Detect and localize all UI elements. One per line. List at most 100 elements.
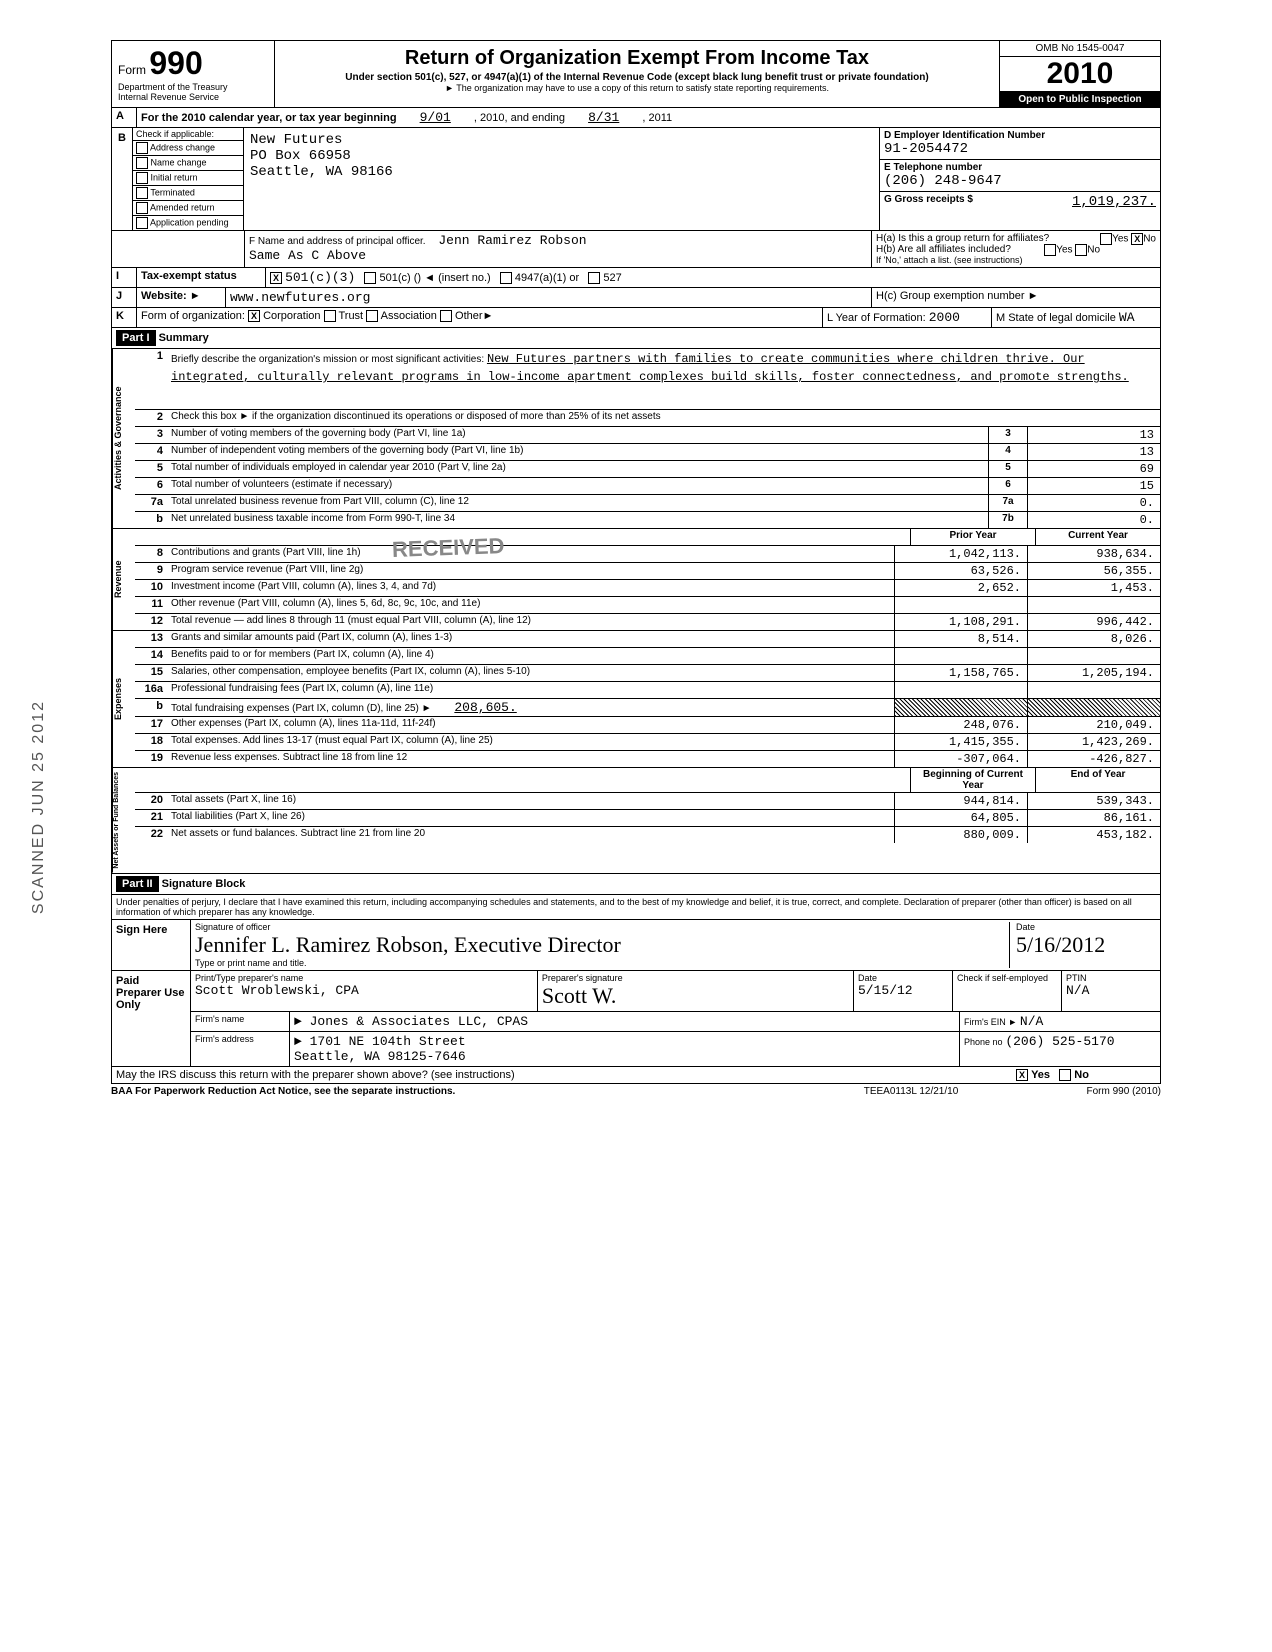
checkbox-501c3[interactable]: X — [270, 272, 282, 284]
prep-date-label: Date — [858, 973, 948, 983]
hb-no: No — [1087, 245, 1100, 256]
527-label: 527 — [603, 272, 621, 284]
firm-name-label: Firm's name — [191, 1012, 290, 1031]
cy-8: 938,634. — [1027, 546, 1160, 562]
cy-13: 8,026. — [1027, 631, 1160, 647]
line-a-prefix: For the 2010 calendar year, or tax year … — [141, 112, 397, 124]
line-k-letter: K — [112, 308, 137, 327]
line-12-num: 12 — [135, 614, 167, 630]
py-9: 63,526. — [894, 563, 1027, 579]
line-1-num: 1 — [135, 349, 167, 409]
ptin-label: PTIN — [1066, 973, 1156, 983]
line-20-num: 20 — [135, 793, 167, 809]
val-7b: 0. — [1027, 512, 1160, 528]
h-note: If 'No,' attach a list. (see instruction… — [876, 255, 1156, 265]
officer-label: F Name and address of principal officer. — [249, 236, 426, 247]
ein-value: 91-2054472 — [884, 141, 968, 157]
box-3: 3 — [988, 427, 1027, 443]
checkbox-corp[interactable]: X — [248, 310, 260, 322]
sig-date: 5/16/2012 — [1016, 932, 1156, 958]
line-8-num: 8 — [135, 546, 167, 562]
checkbox-amended[interactable] — [136, 202, 148, 214]
assoc-label: Association — [381, 310, 437, 322]
prep-signature: Scott W. — [542, 983, 849, 1009]
line-21-desc: Total liabilities (Part X, line 26) — [167, 810, 894, 826]
check-if-applicable: Check if applicable: Address change Name… — [133, 128, 244, 230]
sign-block: Sign Here Signature of officer Jennifer … — [111, 920, 1161, 1084]
line-10-num: 10 — [135, 580, 167, 596]
box-7b: 7b — [988, 512, 1027, 528]
activities-governance: Activities & Governance 1 Briefly descri… — [111, 349, 1161, 529]
irs-no: No — [1074, 1069, 1089, 1081]
gross-receipts-value: 1,019,237. — [1072, 194, 1156, 210]
opt-amended: Amended return — [150, 202, 215, 212]
sig-date-label: Date — [1016, 922, 1156, 932]
received-stamp: RECEIVED — [392, 533, 505, 563]
part-ii-title: Signature Block — [162, 878, 246, 890]
checkbox-527[interactable] — [588, 272, 600, 284]
checkbox-irs-no[interactable] — [1059, 1069, 1071, 1081]
ha-label: H(a) Is this a group return for affiliat… — [876, 233, 1049, 244]
checkbox-initial-return[interactable] — [136, 172, 148, 184]
4947-label: 4947(a)(1) or — [515, 272, 579, 284]
sign-here-label: Sign Here — [112, 920, 191, 970]
cy-18: 1,423,269. — [1027, 734, 1160, 750]
checkbox-terminated[interactable] — [136, 187, 148, 199]
checkbox-4947[interactable] — [500, 272, 512, 284]
firm-addr-label: Firm's address — [191, 1032, 290, 1066]
checkbox-hb-no[interactable] — [1075, 244, 1087, 256]
line-11-desc: Other revenue (Part VIII, column (A), li… — [167, 597, 894, 613]
line-7b-desc: Net unrelated business taxable income fr… — [167, 512, 988, 528]
checkbox-application-pending[interactable] — [136, 217, 148, 229]
part-ii-label: Part II — [116, 876, 159, 892]
line-15-desc: Salaries, other compensation, employee b… — [167, 665, 894, 681]
cy-9: 56,355. — [1027, 563, 1160, 579]
net-assets-section: Net Assets or Fund Balances Beginning of… — [111, 768, 1161, 874]
checkbox-ha-yes[interactable] — [1100, 233, 1112, 245]
checkbox-assoc[interactable] — [366, 310, 378, 322]
footer-right: Form 990 (2010) — [1011, 1086, 1161, 1097]
line-16b-desc: Total fundraising expenses (Part IX, col… — [171, 703, 432, 714]
org-addr1: PO Box 66958 — [250, 148, 873, 164]
trust-label: Trust — [338, 310, 363, 322]
checkbox-501c[interactable] — [364, 272, 376, 284]
dept-line: Department of the Treasury Internal Reve… — [118, 83, 268, 103]
year-formation-label: L Year of Formation: — [827, 312, 926, 324]
public-inspection: Open to Public Inspection — [1000, 92, 1160, 107]
line-16a-num: 16a — [135, 682, 167, 698]
line-12-desc: Total revenue — add lines 8 through 11 (… — [167, 614, 894, 630]
id-block: D Employer Identification Number 91-2054… — [880, 128, 1160, 230]
perjury-row: Under penalties of perjury, I declare th… — [111, 895, 1161, 920]
line-a: A For the 2010 calendar year, or tax yea… — [111, 108, 1161, 128]
line-4-num: 4 — [135, 444, 167, 460]
checkbox-irs-yes[interactable]: X — [1016, 1069, 1028, 1081]
cy-10: 1,453. — [1027, 580, 1160, 596]
gross-receipts-label: G Gross receipts $ — [884, 194, 973, 205]
firm-ein: N/A — [1020, 1014, 1043, 1029]
check-applicable-label: Check if applicable: — [133, 128, 243, 141]
checkbox-ha-no[interactable]: X — [1131, 233, 1143, 245]
paid-preparer-label: Paid Preparer Use Only — [112, 971, 191, 1066]
cy-15: 1,205,194. — [1027, 665, 1160, 681]
checkbox-address-change[interactable] — [136, 142, 148, 154]
checkbox-hb-yes[interactable] — [1044, 244, 1056, 256]
box-6: 6 — [988, 478, 1027, 494]
opt-initial-return: Initial return — [151, 172, 198, 182]
checkbox-trust[interactable] — [324, 310, 336, 322]
firm-ein-label: Firm's EIN ► — [964, 1017, 1017, 1027]
line-22-desc: Net assets or fund balances. Subtract li… — [167, 827, 894, 843]
line-14-num: 14 — [135, 648, 167, 664]
website-label: Website: ► — [137, 288, 226, 307]
checkbox-name-change[interactable] — [136, 157, 148, 169]
hb-label: H(b) Are all affiliates included? — [876, 244, 1011, 255]
line-2-num: 2 — [135, 410, 167, 426]
shaded-16b-2 — [1027, 699, 1160, 716]
shaded-16b-1 — [894, 699, 1027, 716]
line-7a-desc: Total unrelated business revenue from Pa… — [167, 495, 988, 511]
form-number: Form 990 — [118, 45, 268, 82]
py-12: 1,108,291. — [894, 614, 1027, 630]
checkbox-other[interactable] — [440, 310, 452, 322]
officer-name: Jenn Ramirez Robson — [438, 233, 586, 248]
domicile-label: M State of legal domicile — [996, 312, 1116, 324]
val-7a: 0. — [1027, 495, 1160, 511]
